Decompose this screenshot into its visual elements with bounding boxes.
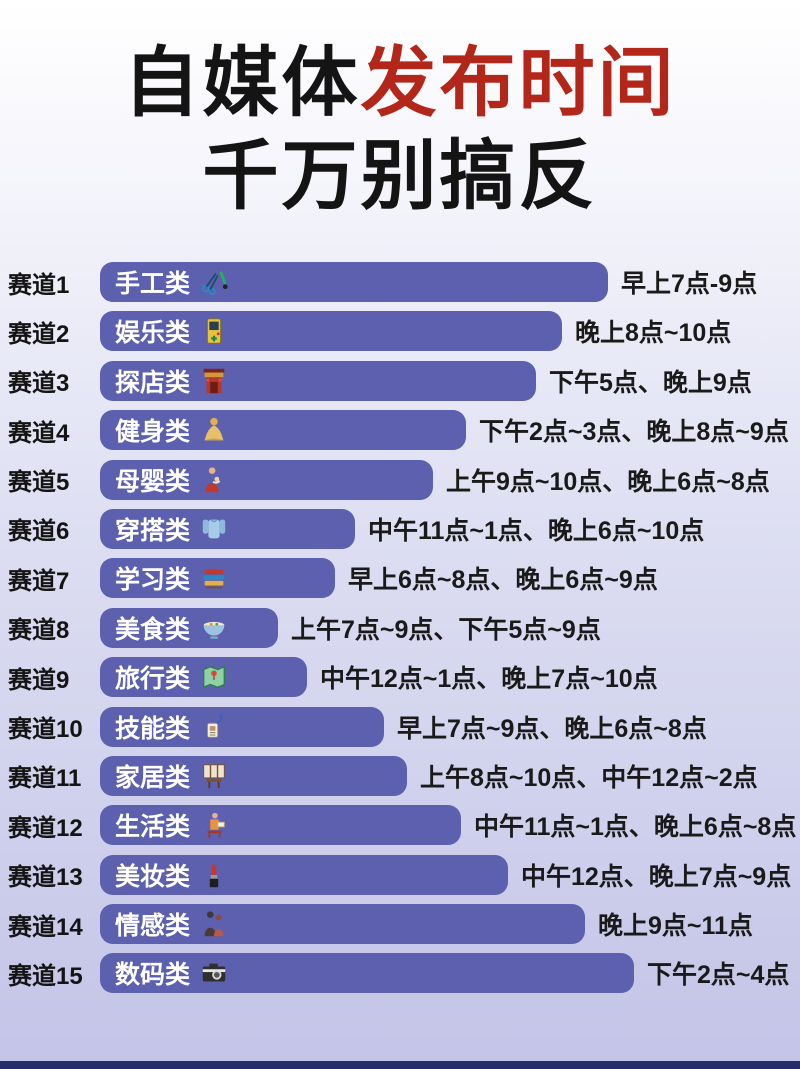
category-bar: 健身类: [100, 410, 466, 451]
category-bar: 技能类: [100, 706, 384, 747]
game-console-icon: [199, 316, 229, 346]
time-label: 早上7点~9点、晚上6点~8点: [397, 714, 707, 743]
track-label: 赛道4: [8, 419, 70, 447]
track-label: 赛道13: [8, 864, 83, 892]
category-label: 生活类: [115, 813, 191, 842]
category-bar: 娱乐类: [100, 311, 562, 352]
track-row: 赛道11 家居类 上午8点~10点、中午12点~2点: [0, 755, 800, 796]
category-label: 母婴类: [115, 467, 191, 496]
furniture-icon: [199, 761, 229, 791]
lipstick-icon: [199, 860, 229, 890]
track-row: 赛道5 母婴类 上午9点~10点、晚上6点~8点: [0, 459, 800, 500]
category-bar: 数码类: [100, 953, 634, 994]
track-label: 赛道7: [8, 567, 70, 595]
category-label: 手工类: [115, 270, 191, 298]
time-label: 中午12点、晚上7点~9点: [521, 862, 792, 891]
storefront-icon: [199, 366, 229, 396]
mother-baby-icon: [199, 465, 229, 495]
track-label: 赛道9: [8, 666, 70, 694]
track-label: 赛道14: [8, 913, 83, 941]
time-label: 中午12点~1点、晚上7点~10点: [320, 665, 658, 694]
track-row: 赛道8 美食类 上午7点~9点、下午5点~9点: [0, 607, 800, 648]
time-label: 上午8点~10点、中午12点~2点: [420, 763, 758, 792]
category-bar: 旅行类: [100, 657, 307, 698]
track-label: 赛道15: [8, 962, 83, 990]
category-bar: 手工类: [100, 262, 608, 302]
category-label: 学习类: [115, 566, 191, 595]
category-label: 旅行类: [115, 665, 191, 694]
category-label: 技能类: [115, 714, 191, 743]
track-label: 赛道3: [8, 370, 70, 398]
track-row: 赛道9 旅行类 中午12点~1点、晚上7点~10点: [0, 657, 800, 698]
track-label: 赛道2: [8, 320, 70, 348]
time-label: 早上7点-9点: [621, 270, 758, 298]
track-row: 赛道14 情感类 晚上9点~11点: [0, 904, 800, 945]
camera-icon: [199, 958, 229, 988]
category-label: 数码类: [115, 961, 191, 990]
track-row: 赛道12 生活类 中午11点~1点、晚上6点~8点: [0, 805, 800, 846]
category-bar: 穿搭类: [100, 508, 355, 549]
category-label: 美妆类: [115, 862, 191, 891]
clothes-icon: [199, 514, 229, 544]
track-row: 赛道7 学习类 早上6点~8点、晚上6点~9点: [0, 558, 800, 599]
track-row: 赛道10 技能类 早上7点~9点、晚上6点~8点: [0, 706, 800, 747]
category-label: 穿搭类: [115, 516, 191, 545]
category-bar: 生活类: [100, 805, 461, 846]
category-bar: 美食类: [100, 607, 278, 648]
id-badge-icon: [199, 712, 229, 742]
scissors-brush-icon: [199, 267, 229, 297]
track-row: 赛道13 美妆类 中午12点、晚上7点~9点: [0, 854, 800, 895]
title-part-red: 发布时间: [360, 41, 677, 126]
track-label: 赛道5: [8, 469, 70, 497]
time-label: 下午2点~3点、晚上8点~9点: [479, 418, 789, 447]
track-list: 赛道1 手工类 早上7点-9点 赛道2 娱乐类 晚上8点~10点 赛道3 探店类…: [0, 262, 800, 1003]
category-label: 情感类: [115, 912, 191, 941]
title-line-1: 自媒体发布时间: [0, 38, 800, 131]
track-row: 赛道1 手工类 早上7点-9点: [0, 262, 800, 302]
category-bar: 情感类: [100, 904, 585, 945]
category-label: 探店类: [115, 368, 191, 397]
time-label: 下午2点~4点: [647, 961, 790, 990]
bottom-strip: [0, 1061, 800, 1069]
track-label: 赛道10: [8, 716, 83, 744]
person-reading-icon: [199, 810, 229, 840]
time-label: 下午5点、晚上9点: [549, 368, 752, 397]
track-row: 赛道4 健身类 下午2点~3点、晚上8点~9点: [0, 410, 800, 451]
category-label: 娱乐类: [115, 319, 191, 348]
category-label: 健身类: [115, 418, 191, 447]
time-label: 中午11点~1点、晚上6点~10点: [368, 516, 705, 545]
page-title: 自媒体发布时间 千万别搞反: [0, 0, 800, 223]
track-label: 赛道1: [8, 271, 70, 299]
track-row: 赛道2 娱乐类 晚上8点~10点: [0, 311, 800, 352]
category-bar: 家居类: [100, 755, 407, 796]
track-label: 赛道12: [8, 814, 83, 842]
time-label: 中午11点~1点、晚上6点~8点: [474, 813, 797, 842]
track-row: 赛道6 穿搭类 中午11点~1点、晚上6点~10点: [0, 508, 800, 549]
category-bar: 美妆类: [100, 854, 508, 895]
time-label: 晚上8点~10点: [575, 319, 732, 348]
map-icon: [199, 662, 229, 692]
category-label: 家居类: [115, 763, 191, 792]
category-bar: 学习类: [100, 558, 335, 599]
couple-icon: [199, 909, 229, 939]
category-label: 美食类: [115, 615, 191, 644]
track-label: 赛道11: [8, 765, 82, 793]
category-bar: 探店类: [100, 360, 536, 401]
time-label: 上午7点~9点、下午5点~9点: [291, 615, 601, 644]
time-label: 早上6点~8点、晚上6点~9点: [348, 566, 658, 595]
books-icon: [199, 563, 229, 593]
track-label: 赛道6: [8, 518, 70, 546]
category-bar: 母婴类: [100, 459, 433, 500]
title-part-black: 自媒体: [123, 41, 361, 126]
track-label: 赛道8: [8, 617, 70, 645]
title-line-2: 千万别搞反: [202, 133, 598, 219]
meditation-icon: [199, 415, 229, 445]
track-row: 赛道3 探店类 下午5点、晚上9点: [0, 360, 800, 401]
time-label: 上午9点~10点、晚上6点~8点: [446, 467, 770, 496]
time-label: 晚上9点~11点: [598, 912, 753, 941]
track-row: 赛道15 数码类 下午2点~4点: [0, 953, 800, 994]
food-bowl-icon: [199, 613, 229, 643]
